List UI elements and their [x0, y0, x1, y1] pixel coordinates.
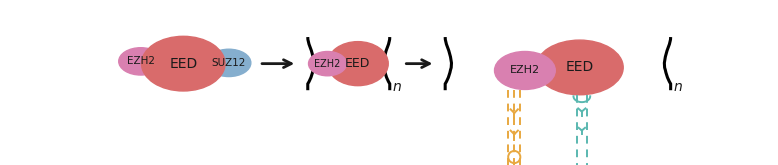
- Ellipse shape: [309, 51, 346, 76]
- Ellipse shape: [207, 49, 251, 77]
- Text: EZH2: EZH2: [510, 66, 540, 75]
- Ellipse shape: [328, 42, 388, 86]
- Text: SUZ12: SUZ12: [212, 58, 246, 68]
- Ellipse shape: [495, 51, 555, 89]
- Text: EZH2: EZH2: [127, 56, 155, 66]
- Ellipse shape: [119, 48, 163, 75]
- Ellipse shape: [142, 36, 225, 91]
- Text: EED: EED: [566, 60, 594, 74]
- Text: EED: EED: [169, 57, 198, 71]
- Text: n: n: [393, 80, 401, 94]
- Text: EED: EED: [345, 57, 370, 70]
- Ellipse shape: [536, 40, 623, 95]
- Text: n: n: [674, 80, 682, 94]
- Text: EZH2: EZH2: [314, 59, 341, 69]
